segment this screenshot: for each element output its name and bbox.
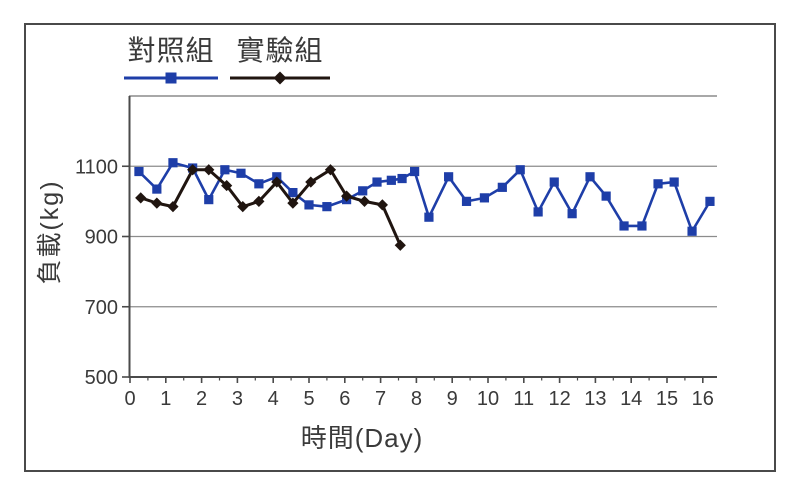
control-data-point — [220, 165, 230, 175]
control-data-point — [397, 173, 407, 184]
experiment-data-point — [221, 179, 233, 192]
legend-label-control: 對照組 — [127, 35, 215, 66]
legend-marker-diamond — [273, 71, 287, 85]
x-tick-label: 4 — [268, 388, 279, 410]
experiment-data-point — [340, 190, 353, 202]
control-data-point — [533, 207, 543, 217]
legend-item-control: 對照組 — [122, 34, 220, 86]
y-tick-label: 900 — [85, 227, 118, 249]
control-data-point — [322, 202, 332, 212]
experiment-data-point — [151, 197, 163, 209]
control-data-point — [304, 200, 314, 210]
control-data-point — [705, 196, 715, 206]
control-data-point — [515, 165, 525, 175]
control-data-point — [236, 168, 246, 178]
experiment-data-point — [358, 195, 371, 207]
control-data-point — [288, 187, 298, 198]
legend-swatch-black-diamond-icon — [230, 71, 330, 85]
x-tick-label: 1 — [160, 388, 171, 410]
x-tick-label: 12 — [548, 388, 570, 410]
control-data-point — [152, 184, 162, 194]
legend-item-experiment: 實驗組 — [228, 34, 332, 86]
control-data-point — [653, 179, 663, 189]
x-tick-label: 0 — [124, 388, 135, 410]
control-data-point — [619, 221, 629, 231]
legend-marker-square — [165, 72, 177, 84]
experiment-data-point — [324, 164, 337, 176]
experiment-data-point — [187, 164, 199, 176]
legend-label-experiment: 實驗組 — [236, 35, 324, 66]
x-axis-title: 時間(Day) — [300, 423, 424, 453]
x-tick-label: 3 — [232, 388, 243, 410]
control-data-point — [372, 177, 382, 187]
control-data-point — [424, 212, 434, 222]
x-tick-label: 14 — [620, 388, 642, 410]
x-tick-label: 2 — [196, 388, 207, 410]
experiment-series-line — [140, 168, 402, 246]
control-data-point — [669, 177, 679, 187]
control-data-point — [637, 221, 647, 231]
experiment-data-point — [135, 192, 147, 204]
x-tick-label: 9 — [447, 388, 458, 410]
y-tick-label: 1100 — [75, 156, 118, 178]
control-data-point — [497, 182, 507, 192]
x-tick-label: 11 — [513, 388, 534, 410]
legend-swatch-blue-square-icon — [124, 72, 218, 84]
experiment-data-point — [271, 176, 283, 188]
control-data-point — [461, 196, 472, 206]
x-tick-label: 8 — [411, 388, 422, 410]
experiment-data-point — [394, 239, 406, 251]
control-data-point — [168, 158, 178, 168]
x-tick-label: 7 — [375, 388, 386, 410]
control-data-point — [358, 186, 368, 196]
x-tick-label: 13 — [584, 388, 606, 410]
control-data-point — [687, 226, 697, 236]
y-tick-label: 700 — [85, 297, 118, 319]
control-data-point — [549, 177, 559, 187]
control-data-point — [479, 193, 490, 203]
control-data-point — [204, 195, 214, 205]
control-data-point — [585, 172, 595, 182]
experiment-data-point — [203, 164, 215, 176]
experiment-data-point — [237, 201, 249, 213]
control-data-point — [410, 166, 420, 177]
control-data-point — [254, 179, 264, 189]
x-tick-label: 6 — [339, 388, 350, 410]
control-data-point — [444, 172, 454, 182]
x-tick-label: 5 — [303, 388, 314, 410]
experiment-data-point — [305, 176, 317, 188]
y-tick-label: 500 — [85, 367, 118, 389]
control-data-point — [134, 166, 144, 177]
experiment-data-point — [287, 197, 299, 209]
experiment-data-point — [253, 195, 265, 207]
control-data-point — [386, 175, 396, 185]
x-tick-label: 15 — [656, 388, 678, 410]
x-tick-label: 10 — [477, 388, 499, 410]
experiment-data-point — [376, 199, 388, 211]
experiment-data-point — [167, 201, 179, 213]
control-data-point — [567, 209, 577, 219]
control-data-point — [601, 191, 611, 201]
y-axis-title: 負載(kg) — [36, 179, 64, 285]
x-tick-label: 16 — [692, 388, 714, 410]
